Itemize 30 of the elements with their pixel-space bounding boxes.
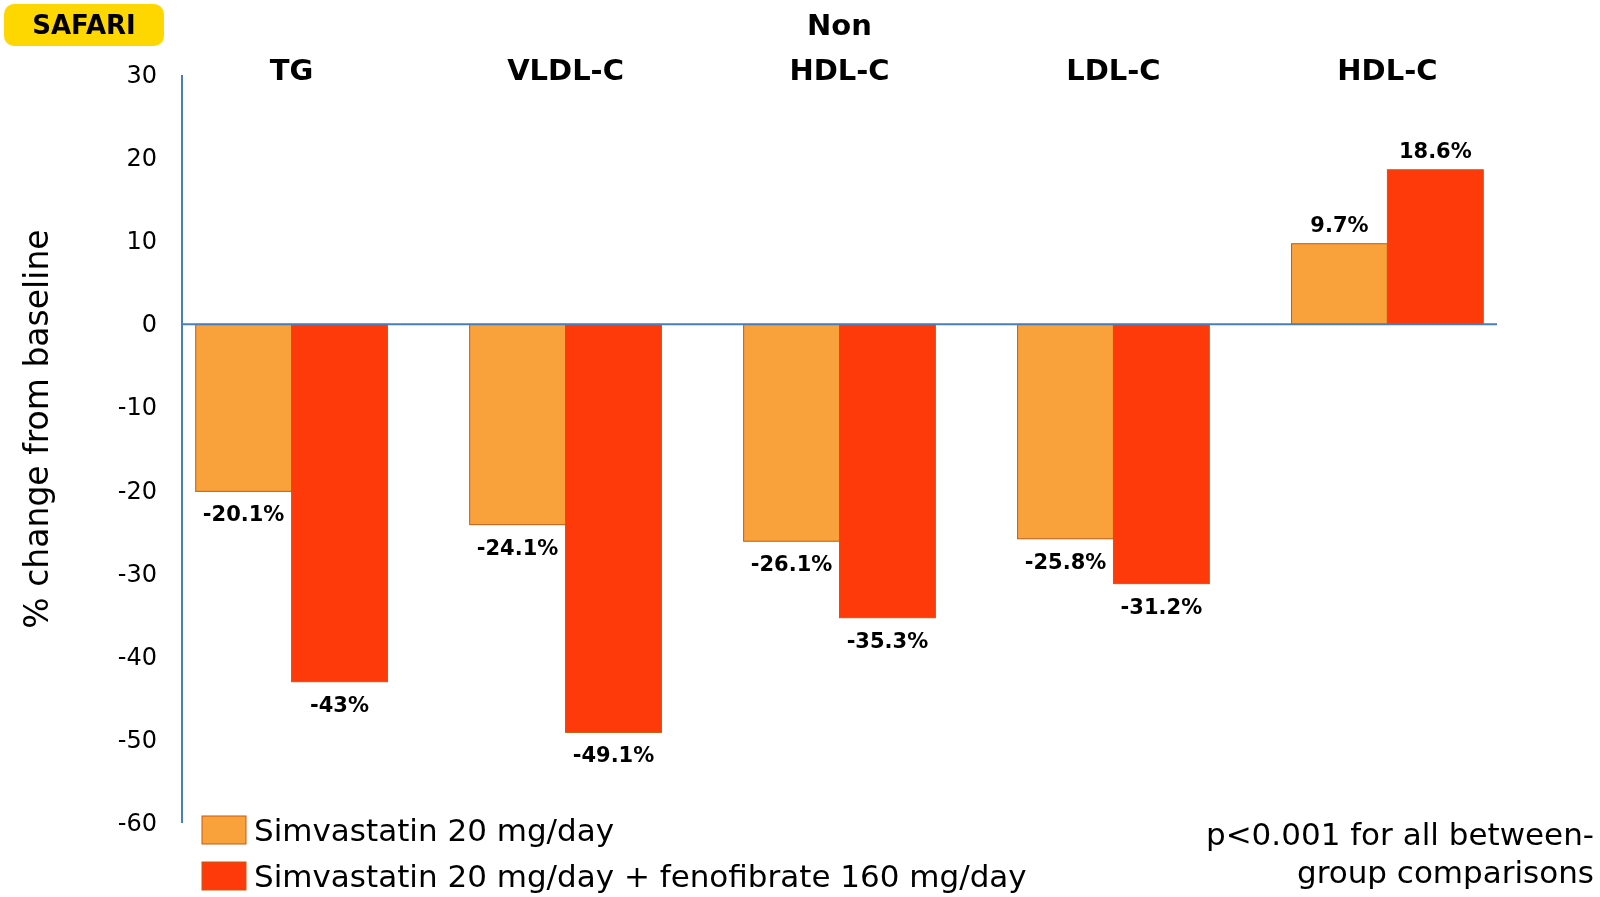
y-tick-label: -30	[117, 559, 157, 588]
y-tick-label: 0	[141, 310, 157, 339]
data-label: 18.6%	[1398, 138, 1472, 163]
y-tick-label: -50	[117, 725, 157, 754]
x-tick-label: TG	[269, 53, 314, 87]
y-tick-label: 10	[126, 227, 157, 256]
data-label: -26.1%	[750, 552, 833, 577]
data-label: -25.8%	[1024, 549, 1107, 574]
data-label: -20.1%	[202, 502, 285, 527]
x-tick-label: HDL-C	[1337, 53, 1438, 87]
x-tick-label: VLDL-C	[507, 53, 624, 87]
data-label: -31.2%	[1120, 594, 1203, 619]
y-tick-label: 30	[126, 61, 157, 89]
y-axis-title: % change from baseline	[17, 229, 56, 629]
annotation: p<0.001 for all between-group comparisons	[1205, 816, 1594, 890]
legend-label: Simvastatin 20 mg/day + fenofibrate 160 mg/day	[254, 858, 1027, 894]
y-tick-label: -40	[117, 642, 157, 671]
y-tick-label: 20	[126, 144, 157, 173]
data-label: -35.3%	[846, 628, 929, 653]
y-tick-label: -60	[117, 809, 157, 837]
x-tick-label: Non HDL-C	[789, 8, 890, 87]
data-label: -49.1%	[572, 743, 655, 768]
data-label: 9.7%	[1310, 212, 1369, 237]
data-label: -43%	[310, 692, 370, 717]
y-tick-label: -10	[117, 393, 157, 422]
legend-label: Simvastatin 20 mg/day	[254, 812, 615, 848]
text: SAFARI	[32, 10, 136, 40]
data-label: -24.1%	[476, 535, 559, 560]
y-tick-label: -20	[117, 476, 157, 505]
x-tick-label: LDL-C	[1066, 53, 1161, 87]
